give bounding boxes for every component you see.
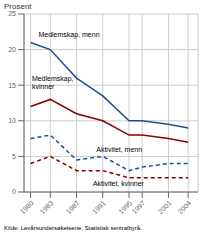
svg-text:Medlemskap, menn: Medlemskap, menn (38, 31, 99, 39)
svg-text:1991: 1991 (91, 199, 107, 215)
html-text:Kilde: Levårsundersøkelsene, S: Kilde: Levårsundersøkelsene, Statistisk … (4, 225, 142, 231)
svg-text:2004: 2004 (176, 199, 192, 215)
svg-text:20: 20 (8, 46, 16, 53)
svg-text:Medlemskap,kvinner: Medlemskap,kvinner (32, 75, 74, 90)
svg-text:25: 25 (8, 10, 16, 17)
svg-text:Aktivitet, kvinner: Aktivitet, kvinner (93, 180, 145, 187)
svg-text:1995: 1995 (117, 199, 133, 215)
svg-text:Aktivitet, menn: Aktivitet, menn (96, 146, 142, 153)
svg-text:0: 0 (12, 188, 16, 195)
svg-text:1997: 1997 (130, 199, 146, 215)
html-text:Prosent: Prosent (4, 2, 32, 11)
svg-text:5: 5 (12, 153, 16, 160)
svg-text:1983: 1983 (39, 199, 55, 215)
svg-text:1987: 1987 (65, 199, 81, 215)
svg-text:1980: 1980 (19, 199, 35, 215)
svg-text:15: 15 (8, 82, 16, 89)
svg-text:2001: 2001 (157, 199, 173, 215)
svg-text:10: 10 (8, 117, 16, 124)
